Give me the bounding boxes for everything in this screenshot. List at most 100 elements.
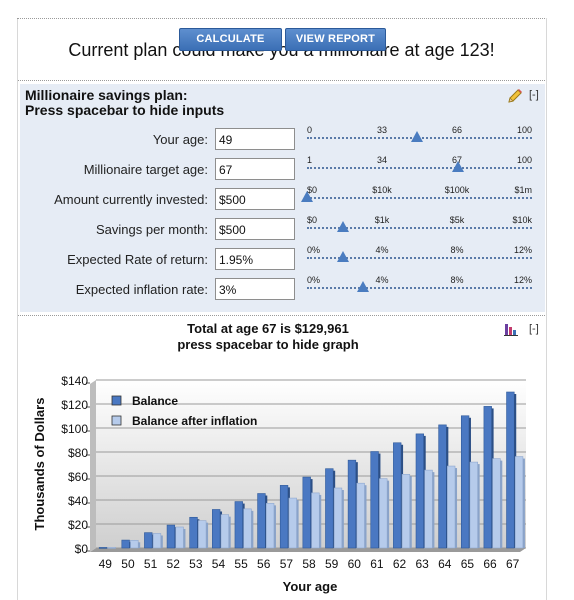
bar-after-inflation bbox=[288, 497, 297, 549]
slider-thumb[interactable] bbox=[301, 191, 313, 202]
bar-balance bbox=[460, 415, 470, 549]
x-tick-label: 61 bbox=[370, 557, 384, 571]
plot-side-wall bbox=[90, 380, 96, 552]
amount-invested-label: Amount currently invested: bbox=[54, 192, 208, 207]
graph-hint-text: press spacebar to hide graph bbox=[177, 337, 359, 352]
bar-balance bbox=[393, 442, 402, 549]
x-tick-label: 52 bbox=[167, 557, 181, 571]
y-tick-label: $80 bbox=[68, 446, 88, 460]
slider-tick-label: 4% bbox=[375, 245, 389, 255]
y-axis-title: Thousands of Dollars bbox=[32, 398, 47, 531]
x-tick-label: 62 bbox=[393, 557, 407, 571]
slider-tick-label: $1k bbox=[374, 215, 390, 225]
bar-after-inflation bbox=[152, 533, 162, 549]
bar-shade bbox=[138, 542, 141, 548]
bar-after-inflation bbox=[356, 482, 365, 549]
bar-after-inflation bbox=[379, 478, 388, 549]
bar-after-inflation bbox=[265, 503, 275, 549]
x-tick-label: 58 bbox=[302, 557, 316, 571]
view-report-button[interactable]: VIEW REPORT bbox=[285, 28, 386, 51]
x-tick-label: 57 bbox=[280, 557, 294, 571]
bar-after-inflation bbox=[469, 461, 478, 549]
bar-after-inflation bbox=[130, 540, 139, 549]
panel-title-line2: Press spacebar to hide inputs bbox=[25, 102, 225, 118]
target-age-input[interactable]: 67 bbox=[215, 158, 295, 180]
inflation-rate-label: Expected inflation rate: bbox=[75, 282, 208, 297]
slider-track bbox=[307, 257, 532, 259]
slider-tick-label: 12% bbox=[513, 275, 532, 285]
bar-shade bbox=[455, 468, 458, 548]
y-tick-label: $0 bbox=[75, 542, 89, 556]
inflation-rate-input[interactable]: 3% bbox=[215, 278, 295, 300]
bar-balance bbox=[302, 476, 311, 549]
graph-collapse-toggle[interactable]: [-] bbox=[529, 323, 539, 335]
slider-tick-label: 100 bbox=[516, 125, 532, 135]
bar-after-inflation bbox=[492, 458, 501, 549]
slider-track bbox=[307, 287, 532, 289]
bar-after-inflation bbox=[514, 456, 524, 549]
slider-thumb[interactable] bbox=[337, 251, 349, 262]
savings-plan-panel: Millionaire savings plan: Press spacebar… bbox=[20, 84, 545, 312]
savings-per-month-input[interactable]: $500 bbox=[215, 218, 295, 240]
bar-shade bbox=[364, 485, 367, 548]
plan-frame bbox=[17, 18, 547, 600]
y-tick-label: $40 bbox=[68, 494, 88, 508]
slider-tick-label: 100 bbox=[516, 155, 532, 165]
bar-shade bbox=[160, 535, 163, 548]
your-age-slider[interactable]: 0 33 66 100 bbox=[307, 125, 532, 151]
x-tick-label: 54 bbox=[212, 557, 226, 571]
slider-tick-label: $10k bbox=[512, 215, 532, 225]
slider-thumb[interactable] bbox=[337, 221, 349, 232]
rate-of-return-input[interactable]: 1.95% bbox=[215, 248, 295, 270]
bar-shade bbox=[296, 500, 299, 548]
legend-label: Balance bbox=[132, 394, 178, 408]
x-tick-label: 50 bbox=[121, 557, 135, 571]
bar-balance bbox=[325, 468, 334, 549]
bar-after-inflation bbox=[198, 520, 207, 549]
x-tick-label: 67 bbox=[506, 557, 520, 571]
bar-balance bbox=[189, 516, 198, 549]
bar-after-inflation bbox=[220, 514, 230, 549]
x-tick-label: 65 bbox=[461, 557, 475, 571]
graph-total-text: Total at age 67 is $129,961 bbox=[187, 321, 349, 336]
slider-tick-label: 34 bbox=[376, 155, 388, 165]
bar-shade bbox=[477, 464, 480, 548]
slider-tick-label: 4% bbox=[375, 275, 389, 285]
pencil-icon[interactable] bbox=[507, 88, 523, 104]
slider-tick-label: $0 bbox=[307, 215, 318, 225]
your-age-label: Your age: bbox=[152, 132, 208, 147]
bar-balance bbox=[121, 539, 130, 549]
savings-per-month-slider[interactable]: $0 $1k $5k $10k bbox=[307, 215, 532, 241]
slider-thumb[interactable] bbox=[411, 131, 424, 142]
target-age-slider[interactable]: 1 34 67 100 bbox=[307, 155, 532, 181]
bar-balance bbox=[166, 524, 176, 549]
slider-tick-label: 8% bbox=[450, 275, 464, 285]
slider-track bbox=[307, 167, 532, 169]
bar-shade bbox=[387, 480, 390, 548]
x-tick-label: 59 bbox=[325, 557, 339, 571]
inputs-collapse-toggle[interactable]: [-] bbox=[529, 89, 539, 101]
bar-shade bbox=[273, 505, 276, 548]
inflation-rate-slider[interactable]: 0% 4% 8% 12% bbox=[307, 275, 532, 301]
bar-after-inflation bbox=[424, 469, 433, 549]
bar-balance bbox=[144, 532, 153, 549]
slider-track bbox=[307, 227, 532, 229]
bar-shade bbox=[409, 476, 412, 548]
panel-title-line1: Millionaire savings plan: bbox=[25, 87, 188, 103]
bar-balance bbox=[234, 501, 243, 549]
slider-thumb[interactable] bbox=[451, 161, 464, 172]
slider-tick-label: 8% bbox=[450, 245, 464, 255]
rate-of-return-slider[interactable]: 0% 4% 8% 12% bbox=[307, 245, 532, 271]
legend-swatch bbox=[111, 395, 122, 406]
amount-invested-input[interactable]: $500 bbox=[215, 188, 295, 210]
bar-shade bbox=[341, 490, 344, 548]
target-age-label: Millionaire target age: bbox=[83, 162, 208, 177]
slider-thumb[interactable] bbox=[357, 281, 370, 292]
calculate-button[interactable]: CALCULATE bbox=[179, 28, 282, 51]
y-tick-label: $60 bbox=[68, 470, 88, 484]
y-tick-label: $20 bbox=[68, 518, 88, 532]
bar-shade bbox=[206, 522, 209, 548]
bar-chart-icon[interactable] bbox=[504, 322, 522, 336]
amount-invested-slider[interactable]: $0 $10k $100k $1m bbox=[301, 185, 532, 211]
your-age-input[interactable]: 49 bbox=[215, 128, 295, 150]
